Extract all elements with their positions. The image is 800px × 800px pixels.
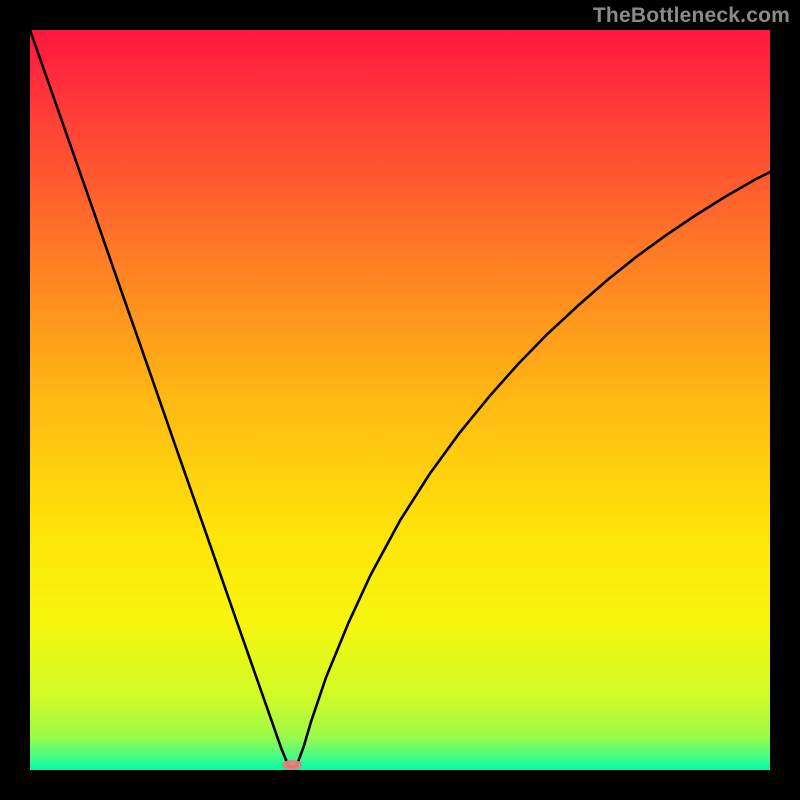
plot-background — [30, 30, 770, 770]
chart-svg — [0, 0, 800, 800]
optimal-point-marker — [282, 760, 302, 770]
chart-container: { "watermark": { "text": "TheBottleneck.… — [0, 0, 800, 800]
watermark-text: TheBottleneck.com — [593, 4, 790, 28]
